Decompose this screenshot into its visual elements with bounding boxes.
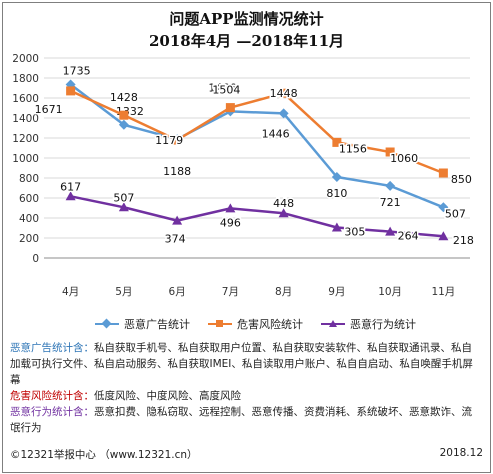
data-point [385,147,395,157]
legend-swatch-risk [208,320,232,327]
data-label: 374 [165,233,186,246]
y-tick-label: 400 [19,213,39,225]
x-tick-label: 4月 [62,286,79,298]
note-ad-head: 恶意广告统计含： [10,342,94,354]
data-label: 507 [445,207,466,220]
y-tick-label: 0 [32,253,39,265]
series-line [70,195,444,238]
data-label: 305 [344,226,365,239]
data-point [331,172,342,182]
legend-item-risk: 危害风险统计 [208,316,303,332]
note-risk-body: 低度风险、中度风险、高度风险 [94,390,241,402]
legend-swatch-behavior [321,320,345,327]
footer-source: ©12321举报中心 （www.12321.cn） [10,449,198,461]
data-label: 810 [326,187,347,200]
data-point [225,203,236,213]
data-point [118,119,129,130]
data-point [332,137,342,147]
data-label: 1671 [35,103,63,116]
data-point [225,103,235,113]
legend-label-behavior: 恶意行为统计 [350,318,416,331]
note-ad: 恶意广告统计含：私自获取手机号、私自获取用户位置、私自获取安装软件、私自获取通讯… [10,340,480,388]
data-label: 1156 [339,142,367,155]
data-point [438,202,449,213]
legend-item-ad: 恶意广告统计 [95,316,190,332]
data-point [331,222,342,232]
y-tick-label: 1800 [12,73,39,85]
data-point [172,215,183,225]
data-point [385,226,396,236]
data-label: 1060 [390,152,418,165]
legend-label-ad: 恶意广告统计 [124,318,190,331]
y-tick-label: 1600 [12,93,39,105]
data-label: 1179 [155,134,183,147]
data-point [278,108,289,119]
data-label: 1735 [63,65,91,78]
x-tick-label: 5月 [115,286,132,298]
chart-subtitle: 2018年4月 —2018年11月 [148,32,345,50]
y-tick-label: 600 [19,193,39,205]
x-tick-label: 8月 [275,286,292,298]
x-tick-label: 10月 [378,286,402,298]
data-label: 617 [60,180,81,193]
chart-legend: 恶意广告统计 危害风险统计 恶意行为统计 [95,316,425,332]
note-ad-body: 私自获取手机号、私自获取用户位置、私自获取安装软件、私自获取通讯录、私自加载可执… [10,342,473,386]
note-behavior-head: 恶意行为统计含： [10,406,94,418]
y-tick-label: 1000 [12,153,39,165]
data-label: 1428 [110,91,138,104]
data-point [438,168,448,178]
line-chart: 0 200 400 600 800 1000 1200 1400 1600 1800 2000 4月 5… [12,53,475,298]
data-point [279,88,289,98]
series-line [69,83,444,209]
footer-date: 2018.12 [439,447,483,459]
y-tick-label: 2000 [12,53,39,65]
legend-item-behavior: 恶意行为统计 [321,316,416,332]
data-point [119,110,129,120]
data-label: 448 [273,197,294,210]
note-behavior-body: 恶意扣费、隐私窃取、远程控制、恶意传播、资费消耗、系统破坏、恶意欺诈、流氓行为 [10,406,472,434]
data-point [66,86,76,96]
data-label: 721 [380,196,401,209]
x-tick-label: 9月 [328,286,345,298]
data-label: 507 [113,191,134,204]
data-point [385,180,396,191]
definition-notes: 恶意广告统计含：私自获取手机号、私自获取用户位置、私自获取安装软件、私自获取通讯… [10,340,480,436]
data-label: 1448 [270,87,298,100]
data-label: 264 [398,230,419,243]
y-tick-label: 1200 [12,133,39,145]
y-tick-label: 1400 [12,113,39,125]
series-line [70,89,444,175]
y-tick-label: 800 [19,173,39,185]
note-risk-head: 危害风险统计含： [10,390,94,402]
data-label: 1446 [262,127,290,140]
data-label: 1504 [212,84,240,97]
x-tick-label: 6月 [169,286,186,298]
data-label: 1188 [163,165,191,178]
data-point [118,202,129,212]
data-point [278,208,289,218]
y-tick-label: 200 [19,233,39,245]
legend-swatch-ad [95,318,119,329]
data-label: 496 [220,216,241,229]
x-tick-label: 11月 [431,286,455,298]
note-risk: 危害风险统计含：低度风险、中度风险、高度风险 [10,388,480,404]
data-label: 218 [453,234,474,247]
data-point [172,135,182,145]
data-label: 850 [451,173,472,186]
legend-label-risk: 危害风险统计 [237,318,303,331]
chart-title: 问题APP监测情况统计 [169,10,324,28]
note-behavior: 恶意行为统计含：恶意扣费、隐私窃取、远程控制、恶意传播、资费消耗、系统破坏、恶意… [10,404,480,436]
data-label: 1466 [208,81,236,94]
data-point [65,191,76,201]
data-point [438,231,449,241]
x-tick-label: 7月 [222,286,239,298]
